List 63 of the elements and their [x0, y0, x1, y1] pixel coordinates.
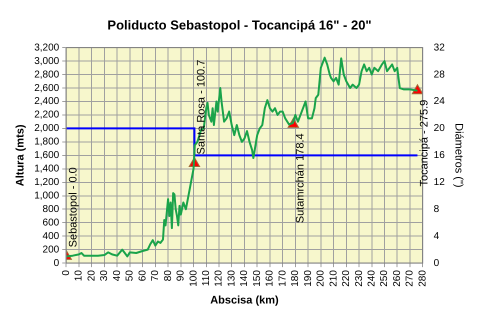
y-tick-label: 3,000 — [34, 56, 60, 67]
x-tick-label: 120 — [214, 270, 225, 287]
y-tick-label: 1,800 — [34, 136, 60, 148]
y-tick-label: 1,200 — [34, 177, 60, 188]
y-tick-label: 2,800 — [34, 69, 60, 80]
x-tick-label: 10 — [74, 270, 85, 282]
y2-tick-label: 0 — [434, 258, 440, 269]
x-tick-label: 80 — [162, 270, 174, 282]
y2-tick-label: 20 — [434, 123, 446, 134]
y-tick-label: 400 — [42, 230, 60, 242]
x-tick-label: 210 — [328, 270, 340, 287]
x-tick-label: 60 — [137, 270, 148, 282]
y-tick-label: 0 — [54, 258, 60, 269]
x-tick-label: 130 — [226, 270, 238, 287]
x-tick-label: 190 — [302, 270, 314, 287]
x-tick-label: 160 — [264, 270, 276, 287]
y2-tick-label: 16 — [434, 150, 446, 162]
x-tick-label: 100 — [188, 270, 200, 287]
x-tick-label: 200 — [316, 270, 327, 287]
x-tick-label: 140 — [239, 270, 250, 287]
y-tick-label: 600 — [42, 217, 60, 228]
y-tick-label: 1,400 — [34, 164, 60, 175]
x-tick-label: 240 — [366, 270, 378, 287]
chart-title: Poliducto Sebastopol - Tocancipá 16" - 20" — [107, 17, 372, 32]
x-tick-label: 180 — [290, 270, 302, 287]
y2-tick-label: 24 — [434, 96, 446, 108]
y2-tick-label: 12 — [434, 177, 446, 188]
y-tick-label: 2,000 — [34, 123, 60, 134]
y2-tick-label: 4 — [434, 230, 440, 242]
x-tick-label: 170 — [277, 270, 288, 287]
x-tick-label: 50 — [124, 270, 136, 282]
x-tick-label: 90 — [176, 270, 187, 282]
x-tick-label: 20 — [86, 270, 98, 282]
y-tick-label: 2,600 — [34, 82, 60, 94]
x-tick-label: 250 — [379, 270, 390, 287]
y2-tick-label: 32 — [434, 42, 446, 54]
y-tick-label: 3,200 — [34, 42, 60, 54]
annotation: Sebastopol - 0.0 — [67, 167, 80, 248]
y2-tick-label: 8 — [434, 204, 440, 215]
y-tick-label: 1,000 — [34, 190, 60, 202]
y-tick-label: 2,400 — [34, 96, 60, 108]
x-tick-label: 30 — [99, 270, 110, 282]
x-tick-label: 110 — [201, 270, 212, 286]
y-tick-label: 800 — [42, 204, 60, 215]
y2-axis-title: Diámetros (") — [452, 123, 464, 188]
x-tick-label: 70 — [150, 270, 162, 282]
annotation: Sutamrchán 178.4 — [294, 133, 306, 224]
x-tick-label: 270 — [404, 270, 416, 287]
y-tick-label: 1,600 — [34, 150, 60, 162]
annotation: Tocancipá - 275.9 — [418, 100, 430, 187]
x-tick-label: 220 — [341, 270, 352, 287]
x-axis-title: Abscisa (km) — [210, 294, 280, 306]
y2-tick-label: 28 — [434, 69, 446, 80]
y-tick-label: 200 — [42, 244, 60, 256]
x-tick-label: 260 — [392, 270, 403, 287]
x-tick-label: 280 — [417, 270, 428, 287]
x-tick-label: 0 — [60, 270, 72, 276]
y-tick-label: 2,200 — [34, 110, 60, 121]
y-axis-title: Altura (mts) — [14, 124, 27, 186]
annotation: Santa Rosa - 100.7 — [195, 60, 208, 154]
x-tick-label: 40 — [112, 270, 123, 282]
x-tick-label: 150 — [252, 270, 263, 287]
x-tick-label: 230 — [354, 270, 365, 287]
